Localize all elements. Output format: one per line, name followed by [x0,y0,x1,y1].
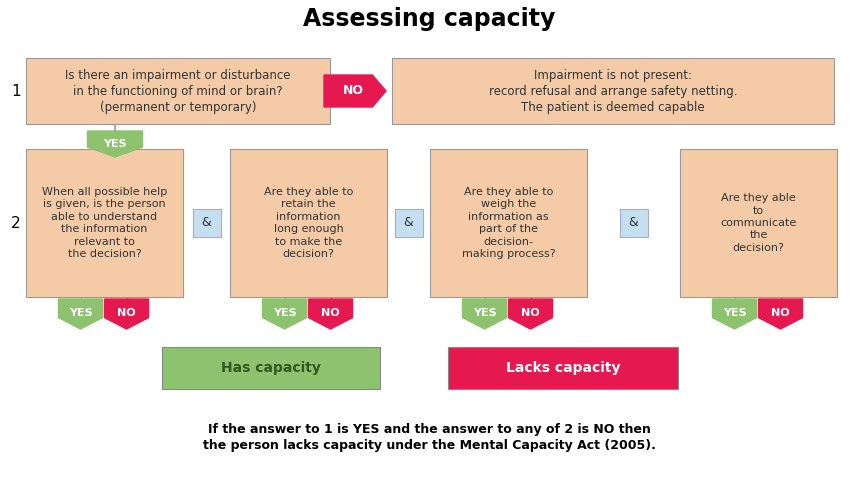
Text: 1: 1 [11,84,21,99]
Text: &: & [629,216,638,229]
Polygon shape [462,299,506,329]
Text: Lacks capacity: Lacks capacity [505,361,620,375]
Polygon shape [712,299,757,329]
FancyBboxPatch shape [395,209,422,237]
Polygon shape [758,299,802,329]
Polygon shape [58,299,102,329]
Polygon shape [263,299,306,329]
FancyBboxPatch shape [430,149,587,297]
Text: &: & [403,216,414,229]
Text: YES: YES [273,308,296,319]
Text: Are they able to
weigh the
information as
part of the
decision-
making process?: Are they able to weigh the information a… [462,187,555,259]
Text: NO: NO [321,308,340,319]
Polygon shape [88,131,142,157]
Polygon shape [509,299,553,329]
Polygon shape [324,75,386,107]
FancyBboxPatch shape [162,347,380,389]
FancyBboxPatch shape [230,149,387,297]
Text: YES: YES [103,138,127,148]
Text: When all possible help
is given, is the person
able to understand
the informatio: When all possible help is given, is the … [42,187,167,259]
FancyBboxPatch shape [192,209,221,237]
FancyBboxPatch shape [680,149,837,297]
FancyBboxPatch shape [619,209,648,237]
Polygon shape [105,299,148,329]
Polygon shape [309,299,353,329]
Text: Is there an impairment or disturbance
in the functioning of mind or brain?
(perm: Is there an impairment or disturbance in… [65,68,291,113]
Text: Impairment is not present:
record refusal and arrange safety netting.
The patien: Impairment is not present: record refusa… [489,68,737,113]
FancyBboxPatch shape [26,58,330,124]
Text: If the answer to 1 is YES and the answer to any of 2 is NO then
the person lacks: If the answer to 1 is YES and the answer… [202,424,656,453]
Text: NO: NO [343,84,364,97]
FancyBboxPatch shape [392,58,834,124]
Text: 2: 2 [11,216,21,231]
Text: Has capacity: Has capacity [221,361,321,375]
Text: &: & [202,216,211,229]
Text: Assessing capacity: Assessing capacity [303,7,555,31]
Text: Are they able
to
communicate
the
decision?: Are they able to communicate the decisio… [721,193,796,253]
Text: YES: YES [69,308,93,319]
Text: NO: NO [118,308,136,319]
FancyBboxPatch shape [26,149,183,297]
Text: Are they able to
retain the
information
long enough
to make the
decision?: Are they able to retain the information … [263,187,353,259]
Text: NO: NO [521,308,540,319]
Text: YES: YES [473,308,496,319]
Text: YES: YES [722,308,746,319]
Text: NO: NO [771,308,790,319]
FancyBboxPatch shape [448,347,678,389]
